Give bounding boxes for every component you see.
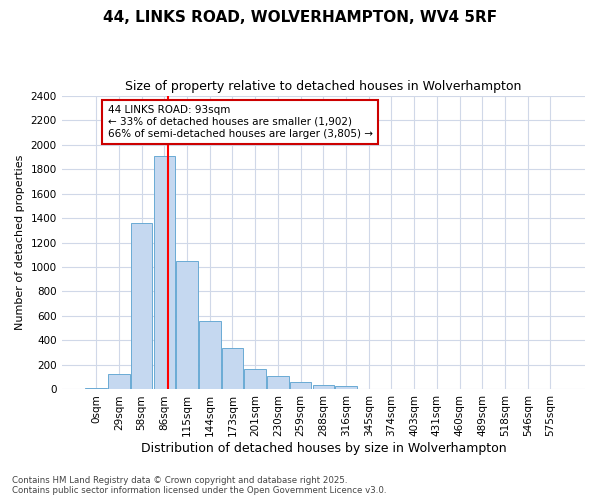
Text: Contains HM Land Registry data © Crown copyright and database right 2025.
Contai: Contains HM Land Registry data © Crown c… xyxy=(12,476,386,495)
Bar xyxy=(335,386,357,390)
Bar xyxy=(85,388,107,390)
X-axis label: Distribution of detached houses by size in Wolverhampton: Distribution of detached houses by size … xyxy=(140,442,506,455)
Bar xyxy=(380,389,402,390)
Text: 44, LINKS ROAD, WOLVERHAMPTON, WV4 5RF: 44, LINKS ROAD, WOLVERHAMPTON, WV4 5RF xyxy=(103,10,497,25)
Bar xyxy=(290,382,311,390)
Title: Size of property relative to detached houses in Wolverhampton: Size of property relative to detached ho… xyxy=(125,80,521,93)
Bar xyxy=(176,261,198,390)
Bar xyxy=(358,389,380,390)
Bar xyxy=(222,348,243,390)
Bar xyxy=(244,368,266,390)
Bar xyxy=(539,389,561,390)
Bar xyxy=(313,385,334,390)
Y-axis label: Number of detached properties: Number of detached properties xyxy=(15,155,25,330)
Bar xyxy=(154,156,175,390)
Bar xyxy=(267,376,289,390)
Text: 44 LINKS ROAD: 93sqm
← 33% of detached houses are smaller (1,902)
66% of semi-de: 44 LINKS ROAD: 93sqm ← 33% of detached h… xyxy=(107,106,373,138)
Bar xyxy=(108,374,130,390)
Bar xyxy=(199,321,221,390)
Bar xyxy=(131,223,152,390)
